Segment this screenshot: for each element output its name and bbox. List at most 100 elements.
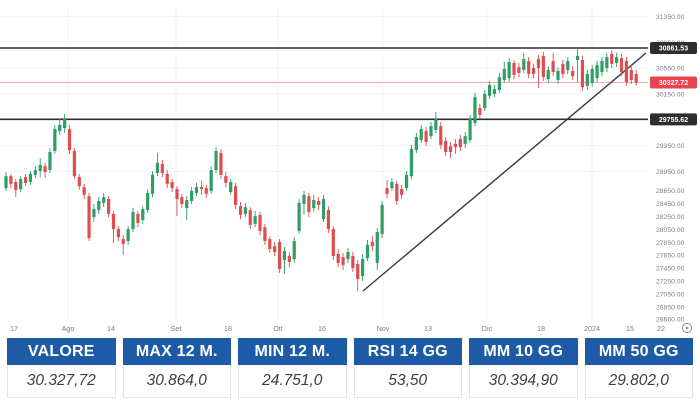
y-axis-label[interactable]: 29350.00 [656,143,685,150]
candle-body [541,55,545,78]
stat-value: 30.864,0 [122,365,231,398]
stat-header: MM 10 GG [469,338,578,365]
x-axis-label[interactable]: Ott [273,324,283,333]
y-axis-label[interactable]: 26660.00 [656,317,685,324]
stat-header: MM 50 GG [584,338,693,365]
y-axis-label[interactable]: 27250.00 [656,279,685,286]
candle-body [111,213,116,230]
candle-body [282,251,287,261]
candle-body [463,136,467,144]
x-axis-label[interactable]: Dic [482,324,493,333]
candle-body [321,199,326,220]
stat-value: 30.327,72 [7,365,116,398]
candle-body [517,67,521,73]
candle-body [43,166,47,172]
candlestick-chart-canvas[interactable]: 31350.0030950.0030550.0030150.0029350.00… [0,0,700,337]
candle-body [82,187,86,195]
candle-body [395,183,399,202]
candle-body [365,244,370,259]
current-price-badge-label: 30327.72 [659,80,688,87]
candle-body [370,241,374,247]
candle-body [468,119,472,141]
price-chart[interactable]: 31350.0030950.0030550.0030150.0029350.00… [0,0,700,337]
candle-body [326,210,331,230]
candle-body [33,170,37,175]
x-axis-label[interactable]: Ago [62,324,75,333]
candle-body [458,139,462,148]
candle-body [224,176,228,183]
x-axis-label[interactable]: 13 [424,324,432,333]
candle-body [336,253,340,263]
stats-table: VALORE 30.327,72 MAX 12 M. 30.864,0 MIN … [7,338,693,398]
candle-body [605,57,609,69]
x-axis-label[interactable]: 18 [537,324,545,333]
x-axis-label[interactable]: 14 [107,324,115,333]
y-axis-label[interactable]: 27450.00 [656,266,685,273]
candle-body [610,53,614,64]
candle-body [141,209,145,221]
stat-col-valore: VALORE 30.327,72 [7,338,116,398]
x-axis-label[interactable]: 22 [657,324,665,333]
candle-body [634,73,638,83]
y-axis-label[interactable]: 27650.00 [656,253,685,260]
candle-body [155,162,160,173]
candle-body [146,192,150,211]
y-axis-label[interactable]: 28250.00 [656,214,685,221]
candle-body [77,177,81,187]
x-axis-label[interactable]: 17 [10,324,18,333]
x-axis-label[interactable]: 16 [318,324,326,333]
y-axis-label[interactable]: 27050.00 [656,291,685,298]
candle-body [551,61,555,72]
x-axis-label[interactable]: 15 [626,324,634,333]
candle-body [28,173,33,182]
candle-body [385,188,389,194]
trendline[interactable] [362,52,647,292]
candle-body [483,93,487,109]
x-axis-label[interactable]: Set [171,324,182,333]
candle-body [185,200,189,209]
stat-header: MAX 12 M. [122,338,231,365]
candle-body [277,241,282,270]
stat-header: RSI 14 GG [353,338,462,365]
x-axis-label[interactable]: 18 [224,324,232,333]
circle-dot-icon[interactable] [681,322,693,334]
candle-body [67,129,72,151]
y-axis-label[interactable]: 28950.00 [656,169,685,176]
candle-body [595,64,599,79]
candle-body [351,255,355,269]
stat-col-rsi14: RSI 14 GG 53,50 [353,338,462,398]
candle-body [453,143,458,148]
candle-body [170,181,174,189]
candle-body [9,176,13,184]
candle-body [209,170,213,192]
candle-body [600,61,604,72]
candle-body [341,257,345,265]
y-axis-label[interactable]: 27850.00 [656,240,685,247]
candle-body [507,61,511,79]
max-price-badge-label: 30861.53 [659,46,688,53]
candle-body [243,207,247,214]
stat-value: 53,50 [353,365,462,398]
max-price-badge [650,42,697,54]
y-axis-label[interactable]: 31350.00 [656,14,685,21]
y-axis-label[interactable]: 30150.00 [656,91,685,98]
stat-value: 30.394,90 [469,365,578,398]
candle-body [629,70,633,81]
candle-body [72,151,76,177]
candle-body [92,209,96,218]
candle-body [53,129,57,152]
y-axis-label[interactable]: 28450.00 [656,201,685,208]
stat-col-mm10: MM 10 GG 30.394,90 [469,338,578,398]
candle-body [566,61,570,71]
y-axis-label[interactable]: 28050.00 [656,227,685,234]
x-axis-label[interactable]: Nov [377,324,390,333]
x-axis-label[interactable]: 2024 [584,324,600,333]
y-axis-label[interactable]: 26850.00 [656,304,685,311]
candle-body [219,152,223,175]
candle-body [448,146,453,152]
support-price-badge [650,113,697,126]
candle-body [23,177,28,183]
y-axis-label[interactable]: 30550.00 [656,66,685,73]
y-axis-label[interactable]: 28650.00 [656,188,685,195]
candle-body [522,59,526,71]
